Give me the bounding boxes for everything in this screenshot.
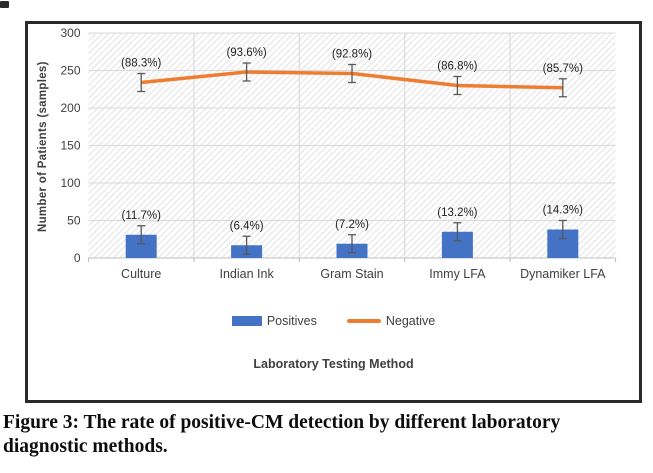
bar-data-label: (11.7%) — [121, 210, 161, 222]
bar-data-label: (14.3%) — [543, 205, 583, 217]
bar-culture — [125, 234, 157, 258]
bar-error-bar — [348, 234, 356, 254]
line-data-label: (92.8%) — [332, 49, 372, 61]
x-category-label: Indian Ink — [219, 267, 274, 281]
negative-line-swatch-icon — [346, 319, 381, 323]
bar-error-bar — [558, 219, 567, 240]
bar-error-bar — [242, 235, 251, 255]
x-axis-title: Laboratory Testing Method — [253, 357, 414, 371]
bar-data-label: (6.4%) — [230, 220, 264, 232]
line-error-bar — [558, 78, 567, 98]
chart-frame: Number of Patients (samples) 0 50 100 150 20… — [25, 21, 642, 403]
line-error-bar — [453, 75, 462, 96]
y-tick-label: 300 — [60, 26, 80, 40]
x-category-label: Dynamiker LFA — [520, 267, 606, 281]
scan-artifact — [0, 1, 9, 8]
bar-data-label: (13.2%) — [437, 207, 477, 219]
positives-bar-swatch-icon — [231, 316, 262, 326]
y-tick-label: 150 — [60, 139, 80, 153]
bar-data-label: (7.2%) — [335, 219, 369, 231]
x-category-label: Immy LFA — [429, 267, 486, 281]
x-category-label: Gram Stain — [320, 267, 383, 281]
line-data-label: (88.3%) — [121, 58, 161, 70]
line-error-bar — [348, 63, 356, 84]
line-data-label: (85.7%) — [543, 63, 583, 75]
x-category-label: Culture — [121, 267, 161, 281]
y-tick-label: 250 — [60, 64, 80, 78]
chart-legend: Positives Negative — [28, 314, 639, 328]
legend-label-positives: Positives — [266, 314, 317, 328]
legend-label-negative: Negative — [385, 314, 436, 328]
line-data-label: (86.8%) — [437, 61, 477, 73]
bar-error-bar — [453, 222, 462, 242]
line-error-bar — [242, 62, 251, 82]
bar-error-bar — [137, 225, 146, 245]
legend-item-positives: Positives — [231, 314, 317, 328]
line-data-label: (93.6%) — [226, 47, 266, 59]
y-tick-label: 50 — [67, 214, 81, 228]
y-tick-label: 200 — [60, 101, 80, 115]
figure-caption: Figure 3: The rate of positive-CM detect… — [3, 412, 561, 457]
y-tick-label: 100 — [60, 176, 80, 190]
legend-item-negative: Negative — [346, 314, 436, 328]
chart-plot: 0 50 100 150 200 250 300 (11.7%) (6.4%) (7.2%) (13… — [60, 26, 617, 281]
y-tick-label: 0 — [74, 251, 81, 265]
line-error-bar — [137, 72, 146, 93]
